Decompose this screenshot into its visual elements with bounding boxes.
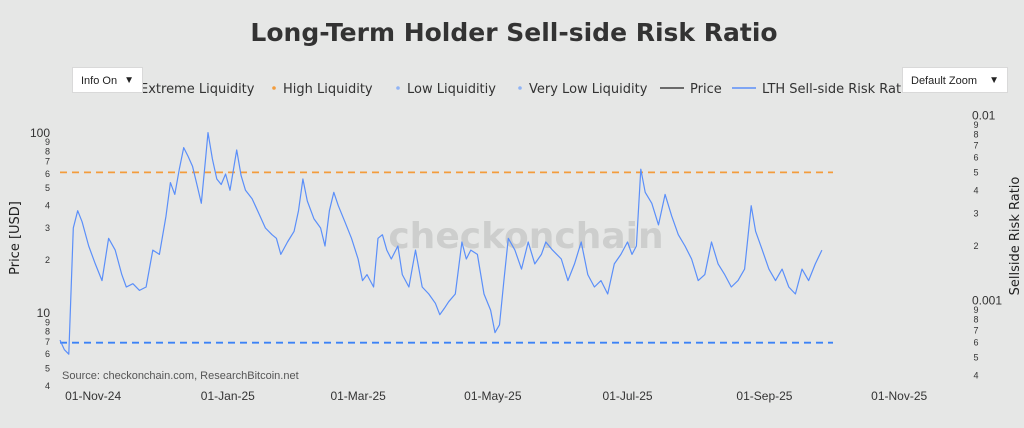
- legend-marker: [518, 86, 522, 90]
- zoom-label: Default Zoom: [911, 75, 978, 87]
- left-tick-label: 6: [45, 169, 50, 179]
- x-tick-label: 01-Sep-25: [736, 389, 792, 403]
- x-tick-label: 01-Mar-25: [330, 389, 386, 403]
- legend-item-label: Price: [690, 82, 722, 97]
- legend-item-label: Extreme Liquidity: [140, 82, 255, 97]
- left-tick-label: 2: [45, 255, 50, 265]
- x-axis: 01-Nov-24 01-Jan-25 01-Mar-25 01-May-25 01-J…: [65, 389, 927, 403]
- info-toggle-label: Info On: [81, 75, 118, 87]
- right-tick-label: 8: [973, 315, 978, 325]
- left-tick-label: 9: [45, 317, 50, 327]
- left-tick-label: 7: [45, 157, 50, 167]
- legend-item-label: High Liquidity: [283, 82, 373, 97]
- right-tick-label: 9: [973, 120, 978, 130]
- left-tick-label: 7: [45, 337, 50, 347]
- left-tick-label: 10: [37, 306, 51, 320]
- left-tick-label: 100: [30, 126, 50, 140]
- right-tick-label: 9: [973, 305, 978, 315]
- chevron-down-icon: ▼: [124, 75, 134, 86]
- threshold-lines: [60, 171, 833, 344]
- left-tick-label: 8: [45, 327, 50, 337]
- left-tick-label: 6: [45, 349, 50, 359]
- right-tick-label: 5: [973, 167, 978, 177]
- right-tick-label: 7: [973, 140, 978, 150]
- left-tick-label: 3: [45, 223, 50, 233]
- x-tick-label: 01-Jul-25: [603, 389, 653, 403]
- right-axis-label: Sellside Risk Ratio: [1008, 177, 1023, 296]
- left-tick-label: 5: [45, 364, 50, 374]
- right-tick-label: 0.01: [972, 109, 996, 123]
- right-tick-label: 6: [973, 153, 978, 163]
- x-tick-label: 01-Nov-25: [871, 389, 927, 403]
- source-note: Source: checkonchain.com, ResearchBitcoi…: [62, 370, 299, 382]
- right-tick-label: 6: [973, 338, 978, 348]
- right-tick-label: 2: [973, 241, 978, 251]
- right-tick-label: 4: [973, 185, 978, 195]
- zoom-dropdown[interactable]: Default Zoom ▼: [902, 67, 1008, 93]
- x-tick-label: 01-May-25: [464, 389, 522, 403]
- chart-title: Long-Term Holder Sell-side Risk Ratio: [250, 18, 777, 47]
- right-tick-label: 3: [973, 208, 978, 218]
- x-tick-label: 01-Jan-25: [201, 389, 255, 403]
- x-tick-label: 01-Nov-24: [65, 389, 121, 403]
- chevron-down-icon: ▼: [989, 75, 999, 86]
- right-tick-label: 5: [973, 352, 978, 362]
- left-tick-label: 4: [45, 381, 50, 391]
- right-tick-label: 4: [973, 370, 978, 380]
- legend-item-label: Low Liquiditiy: [407, 82, 496, 97]
- legend-item-label: Very Low Liquidity: [529, 82, 648, 97]
- series-layer: [59, 132, 823, 355]
- left-axis-label: Price [USD]: [8, 201, 23, 275]
- legend-item-label: LTH Sell-side Risk Ratio: [762, 82, 913, 97]
- left-tick-label: 9: [45, 137, 50, 147]
- series-line-lth-risk-ratio: [59, 132, 823, 355]
- legend[interactable]: Extreme Liquidity High Liquidity Low Liqui…: [129, 82, 913, 97]
- legend-marker: [396, 86, 400, 90]
- info-toggle-dropdown[interactable]: Info On ▼: [72, 67, 143, 93]
- right-tick-label: 8: [973, 130, 978, 140]
- left-tick-label: 8: [45, 146, 50, 156]
- legend-marker: [272, 86, 276, 90]
- left-tick-label: 5: [45, 183, 50, 193]
- right-tick-label: 0.001: [972, 294, 1002, 308]
- right-tick-label: 7: [973, 325, 978, 335]
- left-tick-label: 4: [45, 201, 50, 211]
